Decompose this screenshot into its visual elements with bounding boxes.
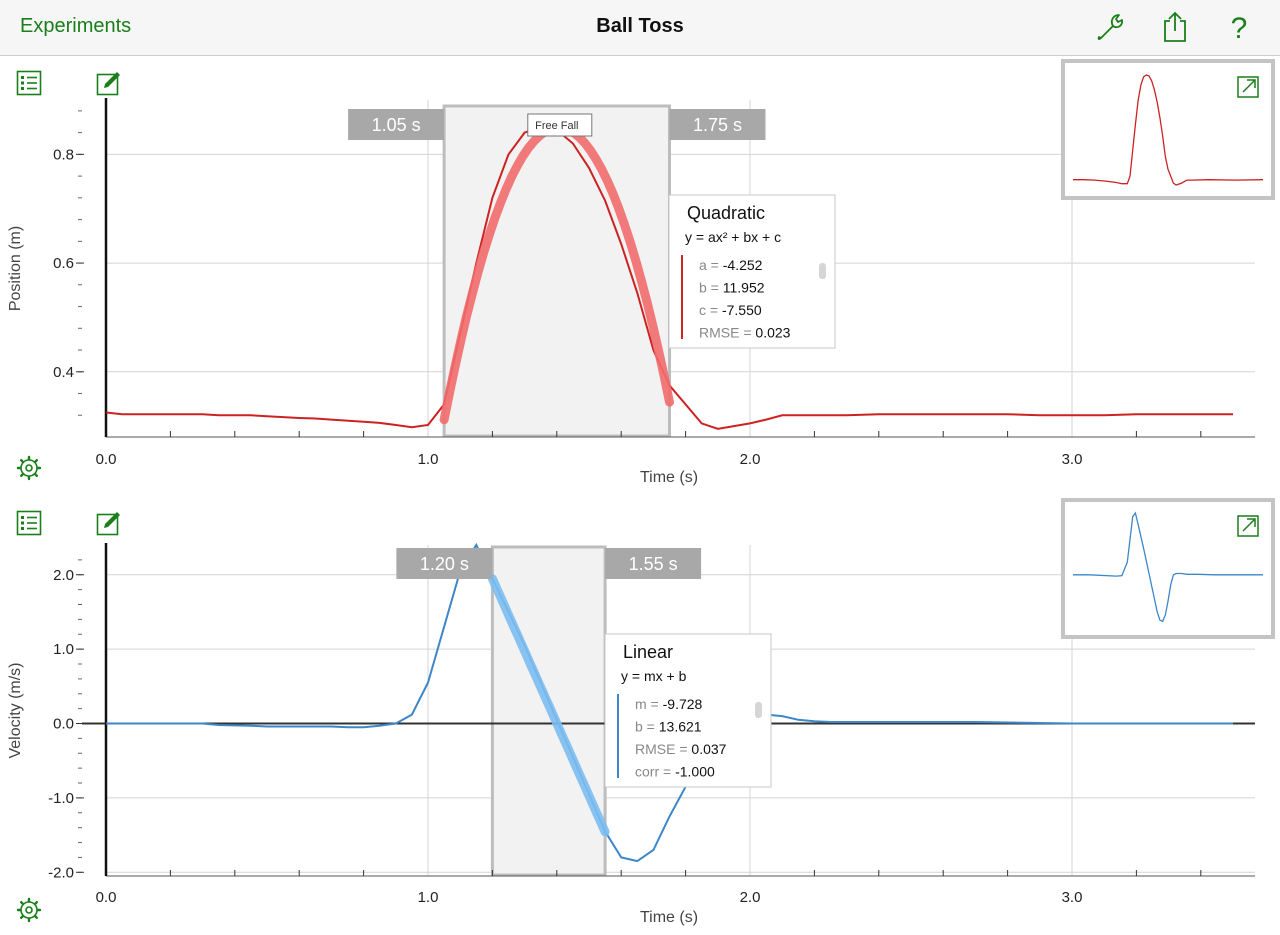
help-icon[interactable]: ? (1222, 10, 1256, 44)
x-tick-label: 1.0 (418, 889, 439, 906)
x-tick-label: 2.0 (740, 451, 761, 468)
x-axis-label: Time (s) (640, 909, 698, 926)
y-tick-label: -2.0 (48, 864, 74, 881)
fit-param-name: b = (699, 280, 723, 296)
position-plot-area: 0.0 1.0 2.0 3.0 0.4 0.6 0.8 Time (s) Position (m… (7, 59, 1275, 486)
fit-param: c = -7.550 (699, 302, 762, 318)
fit-param-name: b = (635, 719, 659, 735)
y-tick-label: 0.4 (53, 364, 74, 381)
fit-param-name: RMSE = (699, 325, 755, 341)
overview-series-line (1073, 74, 1264, 186)
page-title: Ball Toss (596, 15, 684, 37)
velocity-overview-thumbnail[interactable] (1061, 498, 1275, 639)
fit-param: b = 11.952 (699, 280, 765, 296)
position-overview-thumbnail[interactable] (1061, 59, 1275, 200)
y-axis-label: Position (m) (7, 226, 24, 311)
velocity-selection-end-marker[interactable]: 1.55 s (605, 548, 702, 579)
y-tick-label: 0.0 (53, 716, 74, 733)
fit-param: b = 13.621 (635, 719, 702, 735)
svg-text:?: ? (1231, 12, 1248, 44)
overview-series-line (1073, 511, 1263, 623)
x-tick-label: 1.0 (418, 451, 439, 468)
expand-icon[interactable] (1237, 515, 1259, 537)
y-tick-label: 2.0 (53, 567, 74, 584)
gear-icon[interactable] (16, 897, 42, 923)
edit-icon[interactable] (96, 70, 122, 96)
velocity-fit-curve (487, 574, 610, 837)
fit-param-value: -9.728 (663, 696, 703, 712)
y-tick-label: 0.8 (53, 146, 74, 163)
fit-param-value: -7.550 (722, 302, 762, 318)
edit-icon[interactable] (96, 510, 122, 536)
velocity-plot-area: 0.0 1.0 2.0 3.0 -2.0 -1.0 0.0 1.0 2.0 Time (s) Vel… (7, 498, 1275, 926)
fit-param-name: a = (699, 257, 723, 273)
selection-end-label: 1.55 s (629, 554, 678, 574)
fit-param-name: m = (635, 696, 663, 712)
x-tick-label: 0.0 (96, 451, 117, 468)
fit-param-value: 0.023 (755, 325, 790, 341)
table-icon[interactable] (16, 510, 42, 536)
fit-param: RMSE = 0.023 (699, 325, 791, 341)
x-tick-label: 2.0 (740, 889, 761, 906)
fit-param-value: 11.952 (723, 280, 765, 296)
fit-box-scrollbar[interactable] (819, 263, 826, 279)
fit-param: corr = -1.000 (635, 764, 715, 780)
selection-start-label: 1.20 s (420, 554, 469, 574)
fit-param-name: c = (699, 302, 722, 318)
position-selection-start-marker[interactable]: 1.05 s (348, 109, 445, 140)
position-graph[interactable]: 0.0 1.0 2.0 3.0 0.4 0.6 0.8 Time (s) Position (m… (0, 56, 1280, 490)
y-tick-label: -1.0 (48, 790, 74, 807)
experiments-back-button[interactable]: Experiments (20, 15, 132, 37)
selection-end-label: 1.75 s (693, 115, 742, 135)
fit-equation: y = mx + b (621, 668, 687, 684)
position-selection-end-marker[interactable]: 1.75 s (669, 109, 766, 140)
position-series-line (106, 126, 1233, 430)
gear-icon[interactable] (16, 455, 42, 481)
fit-param: a = -4.252 (699, 257, 763, 273)
x-axis-label: Time (s) (640, 469, 698, 486)
expand-icon[interactable] (1237, 76, 1259, 98)
x-tick-label: 3.0 (1062, 451, 1083, 468)
fit-equation: y = ax² + bx + c (685, 229, 781, 245)
x-tick-label: 3.0 (1062, 889, 1083, 906)
share-icon[interactable] (1158, 10, 1192, 44)
nav-bar: Experiments Ball Toss ? (0, 0, 1280, 56)
fit-title: Quadratic (687, 203, 765, 223)
table-icon[interactable] (16, 70, 42, 96)
velocity-graph[interactable]: 0.0 1.0 2.0 3.0 -2.0 -1.0 0.0 1.0 2.0 Time (s) Vel… (0, 494, 1280, 934)
y-tick-label: 1.0 (53, 641, 74, 658)
fit-param-value: -4.252 (723, 257, 763, 273)
selection-start-label: 1.05 s (372, 115, 421, 135)
fit-param-value: 0.037 (691, 741, 726, 757)
fit-param-name: corr = (635, 764, 675, 780)
y-tick-label: 0.6 (53, 255, 74, 272)
wrench-icon[interactable] (1094, 10, 1128, 44)
fit-param-name: RMSE = (635, 741, 691, 757)
fit-param-value: 13.621 (659, 719, 702, 735)
y-axis-label: Velocity (m/s) (7, 662, 24, 758)
velocity-selection-start-marker[interactable]: 1.20 s (396, 548, 493, 579)
free-fall-tag-label: Free Fall (535, 120, 578, 132)
fit-param-value: -1.000 (675, 764, 715, 780)
fit-param: m = -9.728 (635, 696, 703, 712)
fit-box-scrollbar[interactable] (755, 702, 762, 718)
free-fall-tag[interactable]: Free Fall (527, 113, 593, 137)
fit-param: RMSE = 0.037 (635, 741, 727, 757)
fit-title: Linear (623, 642, 673, 662)
x-tick-label: 0.0 (96, 889, 117, 906)
